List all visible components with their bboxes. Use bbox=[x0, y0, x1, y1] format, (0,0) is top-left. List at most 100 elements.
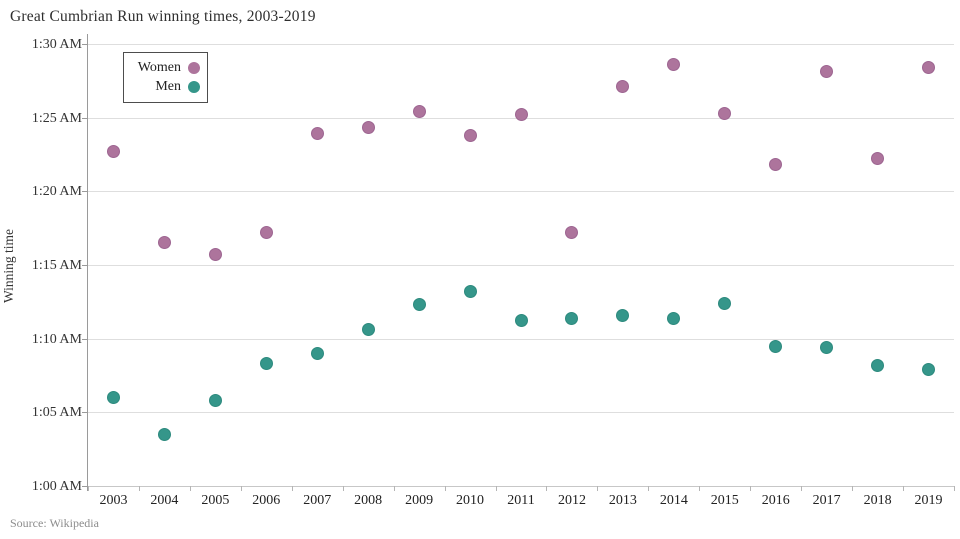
data-point-men-2003 bbox=[106, 391, 120, 405]
x-tick-mark bbox=[648, 486, 650, 491]
x-tick-label: 2008 bbox=[354, 493, 383, 508]
data-point-women-2007 bbox=[310, 127, 324, 141]
x-tick-mark bbox=[138, 486, 140, 491]
gridline bbox=[88, 412, 954, 413]
legend-box: Women Men bbox=[123, 52, 208, 103]
x-tick-label: 2005 bbox=[201, 493, 230, 508]
x-tick-label: 2011 bbox=[507, 493, 535, 508]
gridline bbox=[88, 486, 954, 487]
data-point-women-2014 bbox=[667, 58, 681, 72]
y-tick-label: 1:15 AM bbox=[31, 258, 82, 273]
data-point-men-2016 bbox=[769, 339, 783, 353]
x-tick-mark bbox=[801, 486, 803, 491]
gridline bbox=[88, 44, 954, 45]
y-tick-mark bbox=[82, 265, 87, 266]
data-point-men-2008 bbox=[361, 323, 375, 337]
gridline bbox=[88, 339, 954, 340]
x-tick-mark bbox=[699, 486, 701, 491]
x-tick-label: 2007 bbox=[303, 493, 332, 508]
legend-item-women: Women bbox=[128, 60, 200, 76]
data-point-men-2017 bbox=[820, 341, 834, 354]
data-point-men-2014 bbox=[667, 311, 681, 325]
x-tick-label: 2018 bbox=[863, 493, 892, 508]
data-point-women-2015 bbox=[718, 106, 732, 120]
legend-label-men: Men bbox=[155, 79, 181, 94]
men-marker-icon bbox=[188, 81, 200, 93]
data-point-men-2005 bbox=[208, 394, 222, 408]
x-tick-mark bbox=[342, 486, 344, 491]
x-tick-label: 2016 bbox=[761, 493, 790, 508]
data-point-men-2019 bbox=[922, 363, 936, 377]
y-tick-mark bbox=[82, 44, 87, 45]
data-point-women-2011 bbox=[514, 108, 528, 122]
chart-title: Great Cumbrian Run winning times, 2003-2… bbox=[10, 8, 316, 25]
y-tick-label: 1:10 AM bbox=[31, 331, 82, 347]
x-tick-mark bbox=[189, 486, 191, 491]
x-tick-mark bbox=[495, 486, 497, 491]
data-point-men-2010 bbox=[463, 285, 477, 299]
data-point-men-2018 bbox=[871, 358, 885, 372]
y-tick-mark bbox=[82, 486, 87, 487]
x-tick-mark bbox=[88, 486, 89, 491]
y-tick-label: 1:25 AM bbox=[31, 110, 82, 126]
women-marker-icon bbox=[188, 62, 200, 74]
data-point-men-2012 bbox=[565, 311, 579, 325]
legend-item-men: Men bbox=[128, 79, 200, 95]
data-point-women-2003 bbox=[106, 145, 120, 159]
source-note: Source: Wikipedia bbox=[10, 516, 99, 530]
x-tick-label: 2014 bbox=[659, 493, 688, 508]
x-tick-mark bbox=[954, 486, 955, 491]
y-tick-mark bbox=[82, 412, 87, 413]
y-tick-label: 1:05 AM bbox=[31, 405, 82, 421]
x-tick-mark bbox=[444, 486, 446, 491]
y-axis-spine bbox=[87, 34, 88, 491]
x-tick-mark bbox=[291, 486, 293, 491]
data-point-men-2013 bbox=[616, 308, 630, 322]
data-point-women-2009 bbox=[412, 105, 426, 119]
y-tick-label: 1:30 AM bbox=[31, 37, 82, 52]
x-tick-label: 2004 bbox=[150, 493, 179, 508]
x-tick-label: 2010 bbox=[456, 493, 485, 508]
data-point-women-2006 bbox=[259, 226, 273, 240]
data-point-women-2018 bbox=[871, 152, 885, 166]
data-point-men-2006 bbox=[259, 357, 273, 371]
x-tick-label: 2003 bbox=[99, 493, 128, 508]
x-tick-label: 2017 bbox=[812, 493, 841, 508]
data-point-women-2004 bbox=[157, 236, 171, 250]
x-tick-mark bbox=[240, 486, 242, 491]
y-tick-mark bbox=[82, 339, 87, 340]
data-point-women-2019 bbox=[922, 61, 936, 75]
x-tick-label: 2015 bbox=[710, 493, 739, 508]
data-point-women-2017 bbox=[820, 65, 834, 79]
y-tick-mark bbox=[82, 118, 87, 119]
data-point-women-2008 bbox=[361, 121, 375, 135]
x-tick-mark bbox=[393, 486, 395, 491]
x-tick-label: 2009 bbox=[405, 493, 434, 508]
y-tick-mark bbox=[82, 191, 87, 192]
x-tick-mark bbox=[546, 486, 548, 491]
legend-label-women: Women bbox=[137, 60, 181, 75]
x-tick-label: 2013 bbox=[608, 493, 637, 508]
data-point-women-2013 bbox=[616, 80, 630, 94]
x-tick-label: 2019 bbox=[914, 493, 943, 508]
y-tick-label: 1:20 AM bbox=[31, 184, 82, 200]
data-point-men-2004 bbox=[157, 427, 171, 441]
x-tick-label: 2012 bbox=[557, 493, 586, 508]
gridline bbox=[88, 265, 954, 266]
y-tick-label: 1:00 AM bbox=[31, 479, 82, 494]
data-point-men-2011 bbox=[514, 314, 528, 328]
x-tick-label: 2006 bbox=[252, 493, 281, 508]
data-point-men-2015 bbox=[718, 296, 732, 310]
data-point-women-2016 bbox=[769, 158, 783, 172]
data-point-women-2010 bbox=[463, 128, 477, 142]
data-point-women-2012 bbox=[565, 226, 579, 240]
x-tick-mark bbox=[903, 486, 905, 491]
x-tick-mark bbox=[852, 486, 854, 491]
gridline bbox=[88, 191, 954, 192]
x-tick-mark bbox=[597, 486, 599, 491]
data-point-men-2007 bbox=[310, 346, 324, 360]
x-tick-mark bbox=[750, 486, 752, 491]
data-point-women-2005 bbox=[208, 248, 222, 262]
data-point-men-2009 bbox=[412, 298, 426, 312]
